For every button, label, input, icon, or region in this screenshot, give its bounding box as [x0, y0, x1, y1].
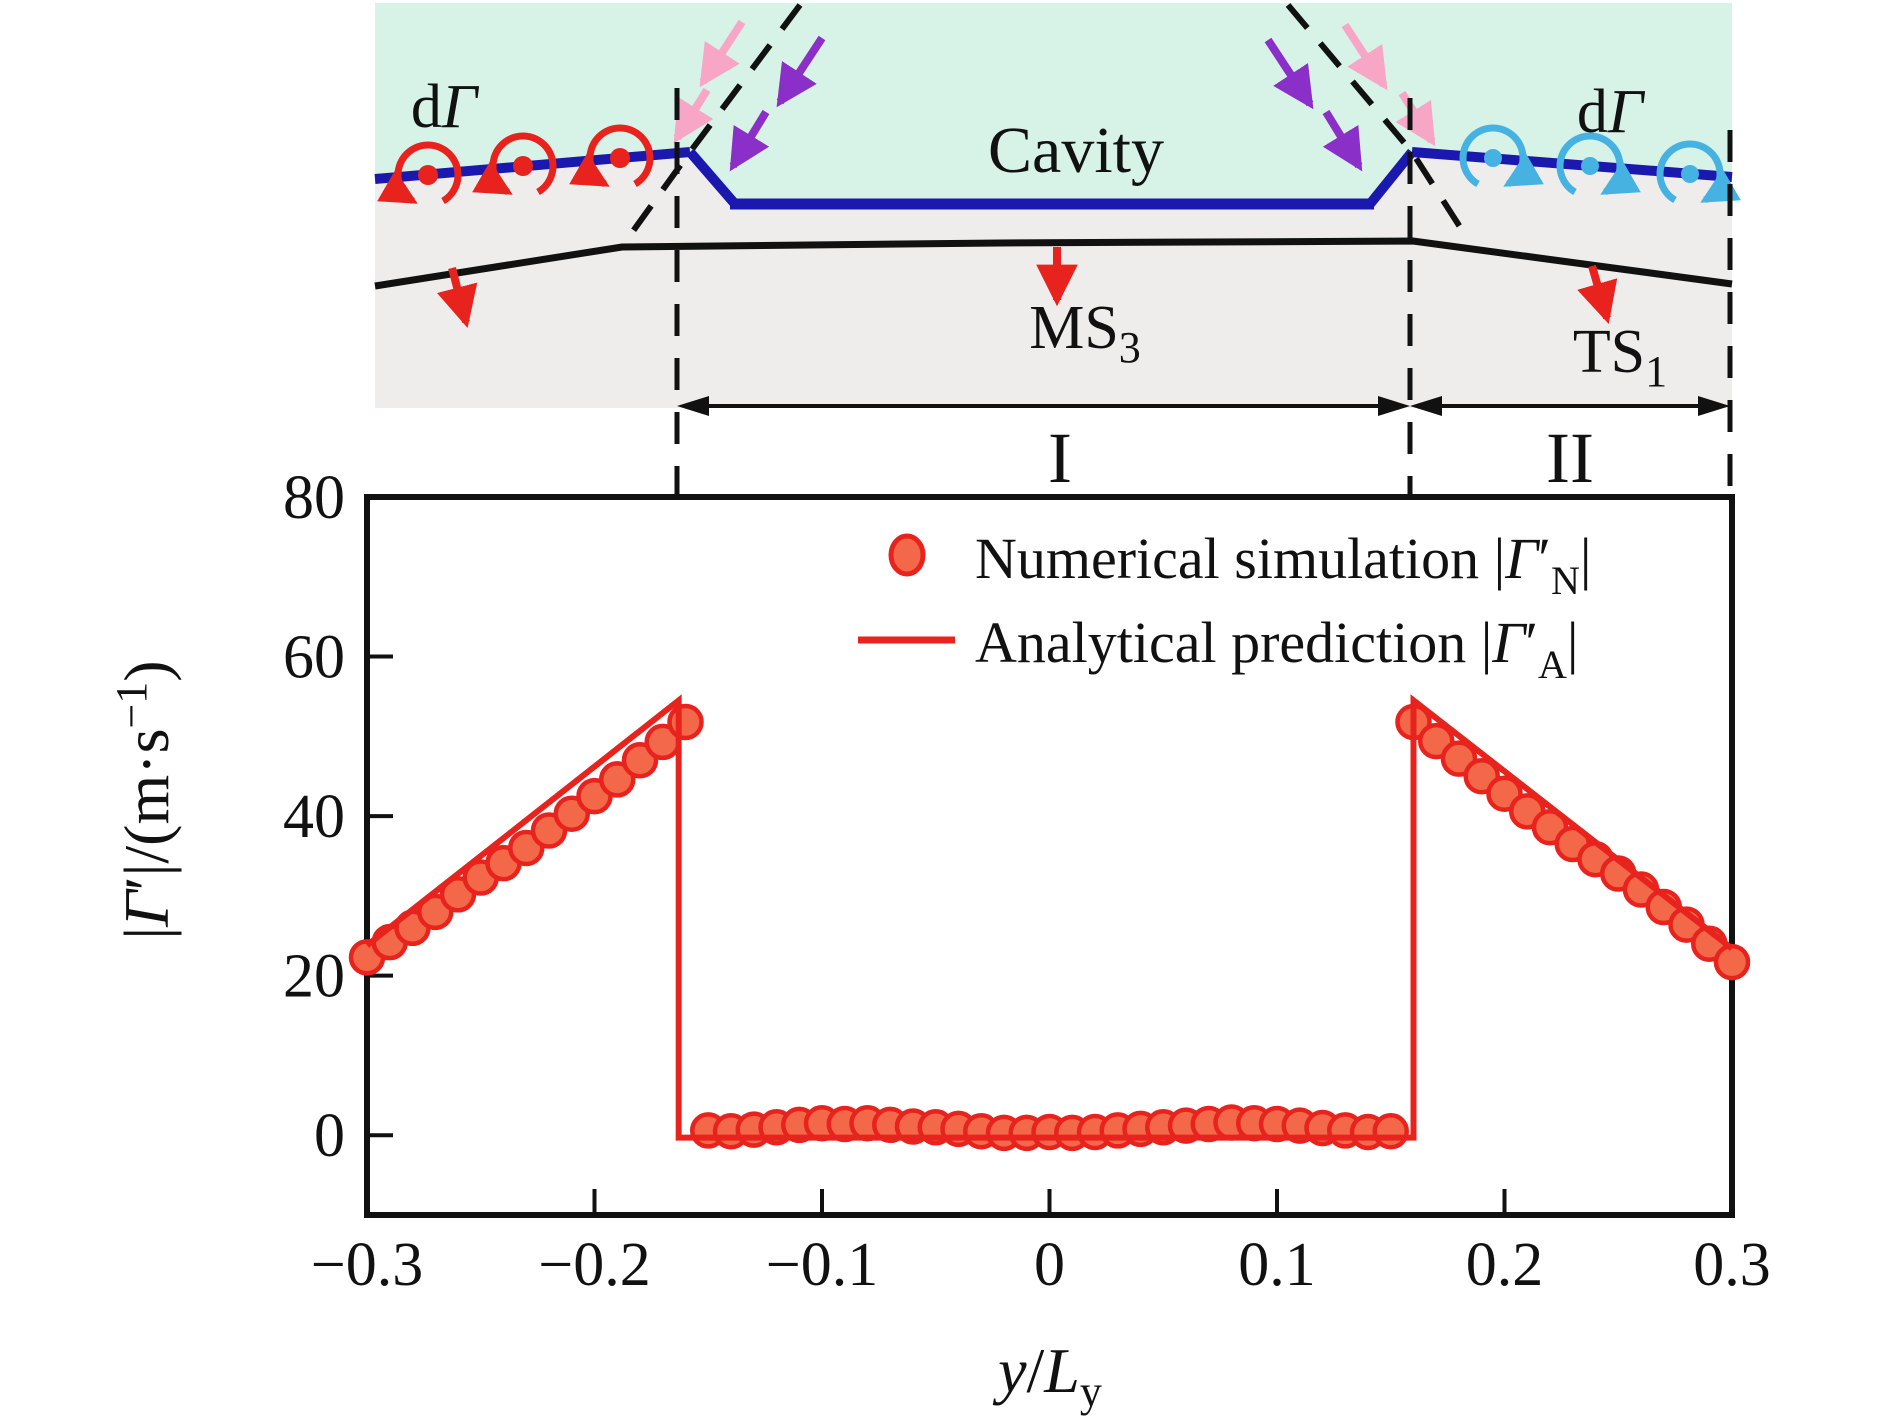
blue-vortices	[1459, 124, 1741, 204]
blue-vortex-core-icon	[1484, 149, 1502, 167]
red-vortex-icon	[569, 124, 654, 188]
numerical-data-point	[667, 703, 704, 741]
y-tick-label: 20	[283, 943, 345, 1011]
legend-analytical-label: Analytical prediction |Γ′A|	[975, 610, 1579, 687]
blue-vortex-cores	[1484, 149, 1699, 183]
legend-scatter-marker-icon	[888, 533, 926, 577]
x-tick-label: −0.2	[538, 1231, 650, 1299]
oblique-shock-dashed-right	[1285, 3, 1465, 232]
legend: Numerical simulation |Γ′N| Analytical pr…	[858, 526, 1591, 687]
dimension-arrow-region2	[1410, 396, 1730, 416]
blue-vortex-core-icon	[1581, 157, 1599, 175]
x-tick-label: 0.3	[1693, 1231, 1771, 1299]
y-tick-label: 0	[314, 1102, 345, 1170]
pink-arrow-icon	[699, 19, 746, 88]
red-vortex-icon	[472, 132, 557, 196]
plot-frame	[364, 494, 1735, 1218]
x-tick-label: 0	[1034, 1231, 1065, 1299]
region1-label: I	[1048, 418, 1072, 498]
interface-descender-right	[1366, 148, 1416, 208]
y-tick-label: 40	[283, 783, 345, 851]
red-vortex-core-icon	[513, 156, 533, 176]
pink-arrow-icon	[1395, 90, 1436, 147]
numerical-data-point	[599, 761, 636, 798]
region2-label: II	[1546, 418, 1594, 498]
pink-arrow-icon	[673, 87, 714, 144]
interface-descender-left	[686, 148, 739, 208]
numerical-data-point	[1713, 943, 1751, 981]
purple-arrow-icon	[729, 109, 770, 172]
pink-arrow-icon	[1341, 22, 1388, 91]
red-vortices	[377, 124, 654, 205]
d-gamma-left-label: dΓ	[411, 73, 480, 141]
purple-arrow-icon	[776, 35, 826, 108]
red-vortex-core-icon	[418, 165, 438, 185]
x-tick-label: 0.2	[1466, 1231, 1544, 1299]
blue-vortex-icon	[1459, 124, 1544, 188]
numerical-data-point	[1372, 1112, 1409, 1150]
incident-arrows-right	[1264, 22, 1436, 172]
y-tick-label: 60	[283, 624, 345, 692]
legend-numerical-label: Numerical simulation |Γ′N|	[975, 526, 1591, 603]
y-axis-title: |Γ′|/(m·s−1)	[107, 660, 182, 939]
x-tick-label: 0.1	[1238, 1231, 1316, 1299]
d-gamma-right-label: dΓ	[1577, 78, 1646, 146]
red-vortex-cores	[418, 148, 630, 185]
ts1-label: TS1	[1573, 318, 1667, 396]
purple-arrow-icon	[1322, 109, 1363, 172]
shock-line-ms3-ts1	[374, 237, 1733, 290]
analytical-line	[365, 694, 1734, 1141]
purple-arrow-icon	[1264, 37, 1314, 110]
red-down-arrow-left-icon	[436, 266, 478, 329]
red-vortex-icon	[377, 141, 462, 205]
plot: −0.3 −0.2 −0.1 0 0.1 0.2 0.3 0 20 40 60 80 |Γ′|/(m·…	[107, 464, 1771, 1416]
schematic: dΓ dΓ Cavity MS3 TS1 I II	[374, 3, 1741, 498]
oblique-shock-dashed-left	[625, 3, 803, 240]
x-axis-title: y/Ly	[992, 1335, 1102, 1416]
ms3-label: MS3	[1029, 294, 1141, 372]
blue-vortex-icon	[1556, 132, 1641, 196]
y-tick-label: 80	[283, 464, 345, 532]
plot-data-layer: −0.3 −0.2 −0.1 0 0.1 0.2 0.3 0 20 40 60 80	[283, 464, 1771, 1299]
incident-arrows-left	[673, 19, 826, 172]
blue-vortex-icon	[1656, 140, 1741, 204]
red-down-arrow-ts1-icon	[1577, 264, 1618, 324]
cavity-label: Cavity	[988, 114, 1164, 187]
x-tick-label: −0.1	[766, 1231, 878, 1299]
dimension-arrow-region1	[677, 396, 1410, 416]
red-vortex-core-icon	[610, 148, 630, 168]
x-tick-label: −0.3	[311, 1231, 423, 1299]
blue-vortex-core-icon	[1681, 165, 1699, 183]
